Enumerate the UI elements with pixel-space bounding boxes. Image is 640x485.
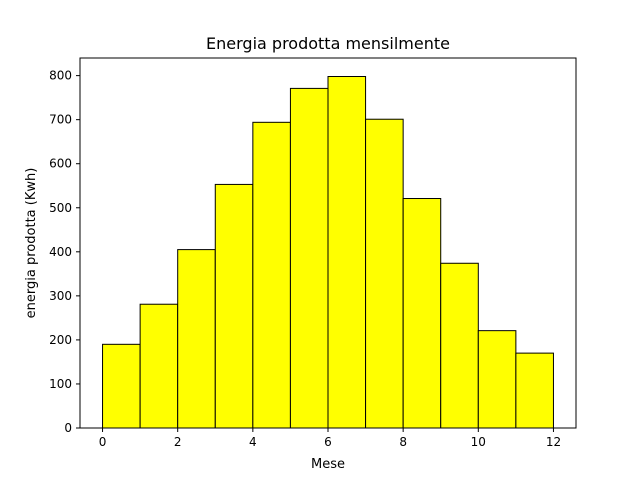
bar-3	[214, 183, 254, 429]
bar-1	[139, 303, 179, 429]
chart-title: Energia prodotta mensilmente	[206, 34, 450, 53]
y-tick-label: 600	[49, 157, 72, 171]
bar-4	[252, 121, 291, 429]
x-tick-label: 4	[249, 435, 257, 449]
y-tick-label: 800	[49, 69, 72, 83]
x-tick-label: 0	[99, 435, 107, 449]
bars-group	[102, 76, 554, 429]
x-tick-label: 6	[324, 435, 332, 449]
x-tick-label: 8	[399, 435, 407, 449]
bar-0	[102, 343, 141, 429]
bar-5	[289, 87, 329, 429]
y-tick-label: 100	[49, 377, 72, 391]
y-tick-label: 500	[49, 201, 72, 215]
y-tick-label: 400	[49, 245, 72, 259]
plot-frame	[79, 57, 577, 429]
y-tick-label: 700	[49, 113, 72, 127]
x-axis-label: Mese	[311, 457, 345, 472]
bar-11	[515, 352, 554, 429]
x-tick-label: 10	[471, 435, 486, 449]
y-axis-label: energia prodotta (Kwh)	[24, 168, 39, 319]
x-tick-label: 2	[174, 435, 182, 449]
bar-7	[365, 118, 404, 429]
x-tick-label: 12	[546, 435, 561, 449]
bar-9	[440, 262, 479, 429]
y-tick-label: 0	[64, 421, 72, 435]
y-axis-ticks: 0 100 200 300 400 500 600 700 800	[49, 69, 80, 435]
y-tick-label: 300	[49, 289, 72, 303]
bar-10	[477, 330, 517, 429]
x-axis-ticks: 0 2 4 6 8 10 12	[99, 428, 561, 449]
bar-6	[327, 76, 367, 429]
y-tick-label: 200	[49, 333, 72, 347]
bar-2	[177, 249, 216, 429]
bar-8	[402, 198, 442, 429]
